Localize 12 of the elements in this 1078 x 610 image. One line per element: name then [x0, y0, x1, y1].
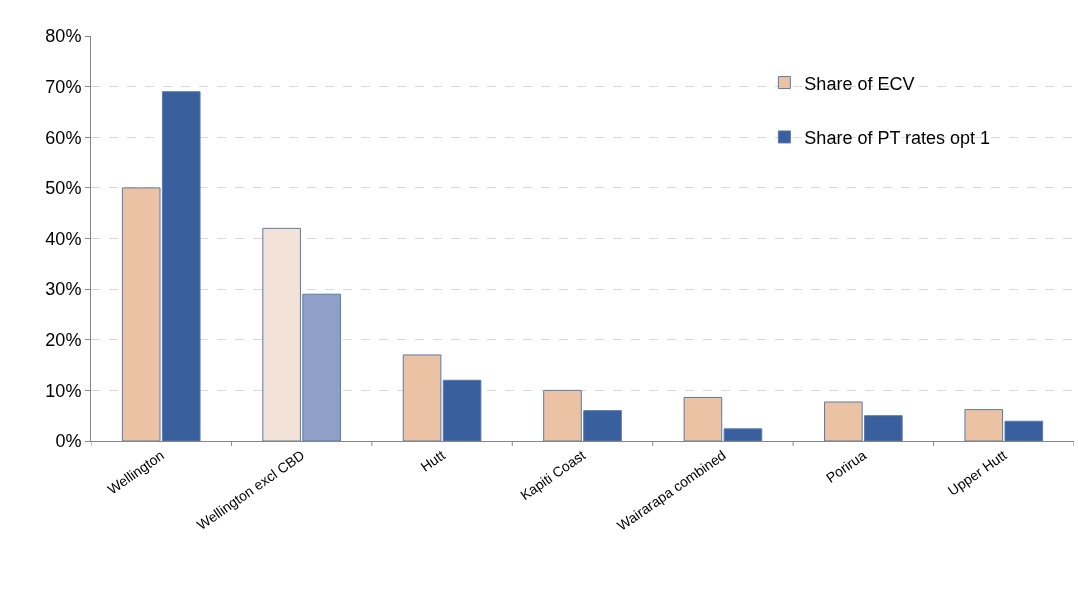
y-tick-label: 20% [45, 330, 82, 351]
y-tick-label: 40% [45, 228, 82, 249]
y-tick-label: 30% [45, 279, 82, 300]
y-tick-label: 0% [55, 431, 82, 452]
legend-label: Share of PT rates opt 1 [804, 127, 991, 148]
y-tick-label: 80% [45, 26, 82, 47]
y-tick-label: 70% [45, 76, 82, 97]
legend-label: Share of ECV [804, 73, 915, 94]
y-tick-label: 10% [45, 380, 82, 401]
y-tick-label: 60% [45, 127, 82, 148]
x-tick-label: Hutt [417, 446, 448, 475]
y-tick-label: 50% [45, 178, 82, 199]
